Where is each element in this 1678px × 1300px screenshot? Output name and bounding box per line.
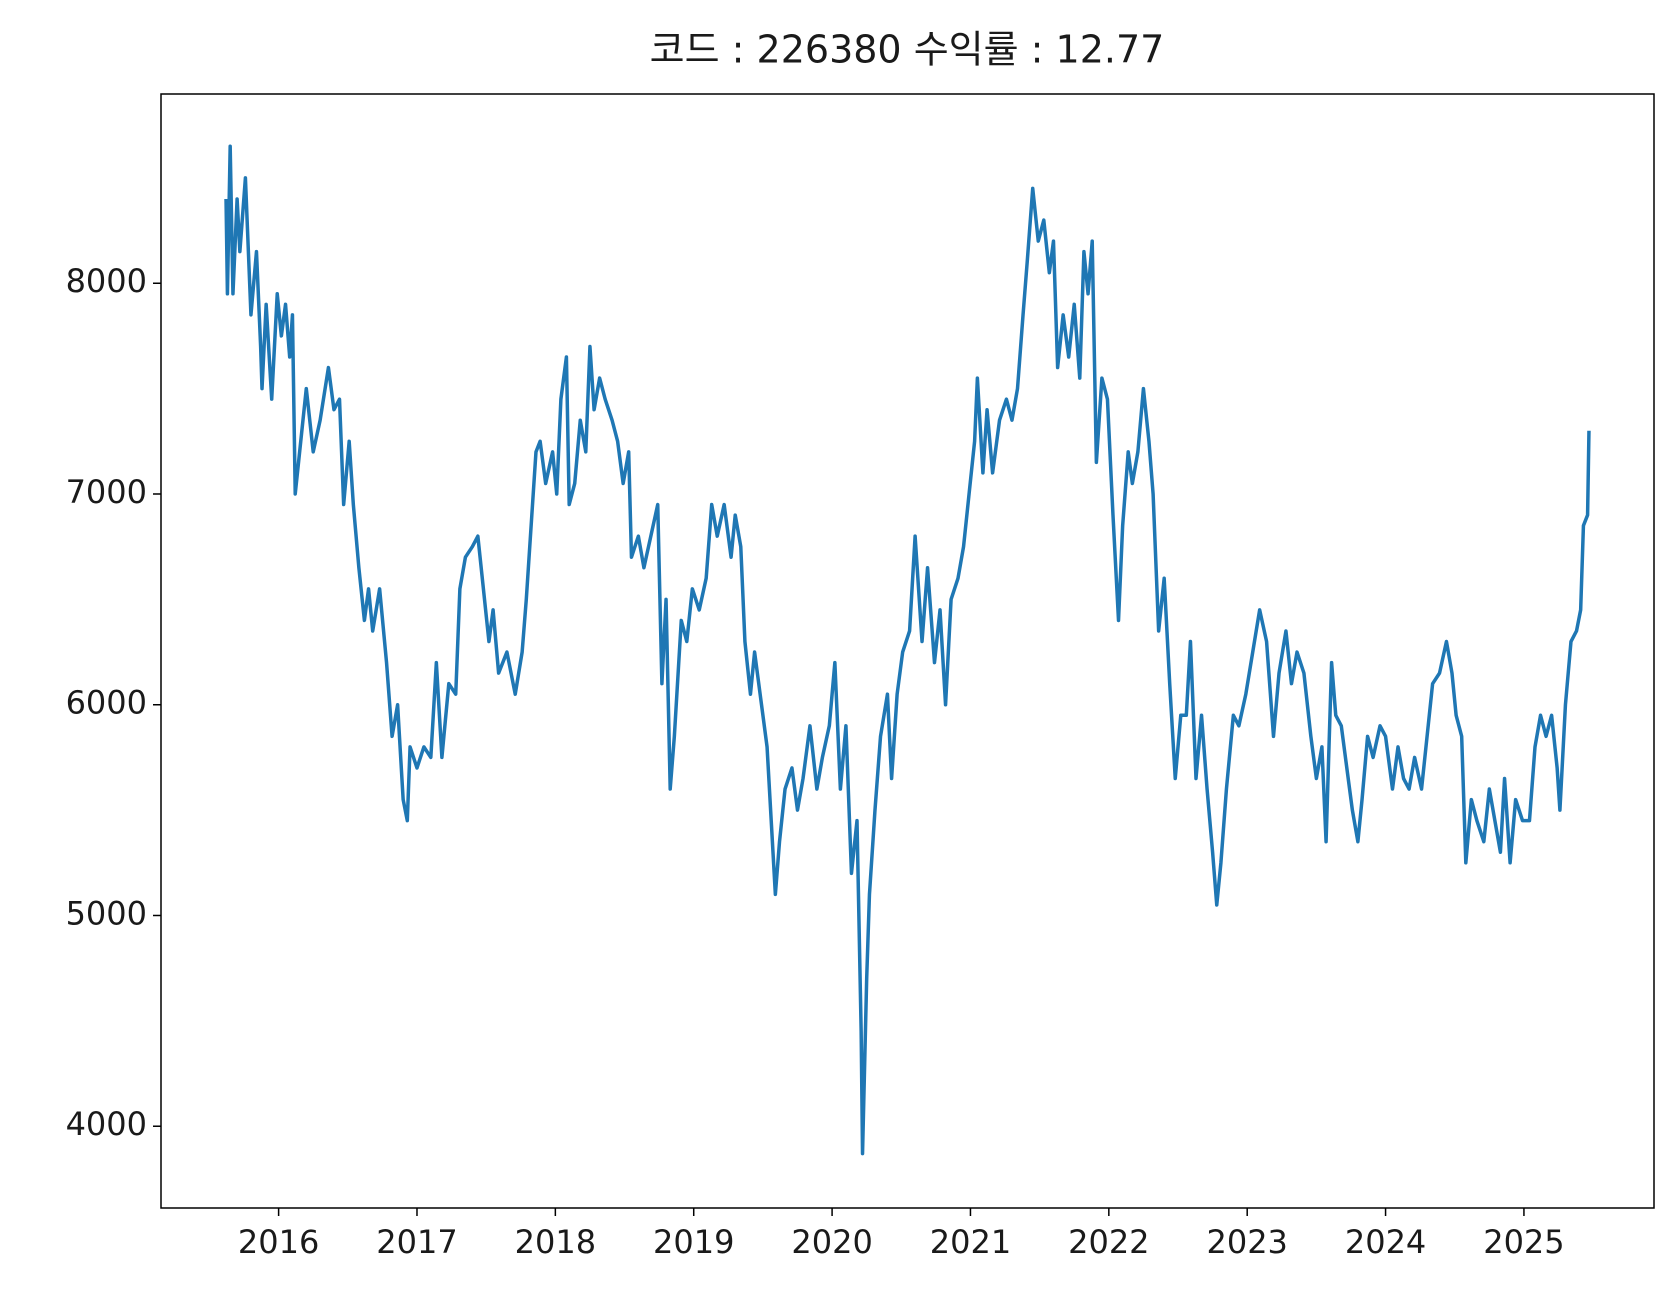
x-tick-label: 2017 (376, 1223, 457, 1261)
x-tick-label: 2020 (791, 1223, 872, 1261)
x-tick-label: 2024 (1345, 1223, 1426, 1261)
x-tick-label: 2025 (1483, 1223, 1564, 1261)
plot-frame (160, 93, 1655, 1209)
y-tick-label: 5000 (66, 894, 147, 932)
y-tick-label: 4000 (66, 1105, 147, 1143)
chart-title: 코드 : 226380 수익률 : 12.77 (650, 28, 1165, 72)
x-tick-label: 2016 (238, 1223, 319, 1261)
x-tick-label: 2021 (930, 1223, 1011, 1261)
price-line (224, 144, 1591, 1156)
x-tick-label: 2022 (1068, 1223, 1149, 1261)
y-tick-label: 7000 (66, 473, 147, 511)
x-tick-label: 2019 (653, 1223, 734, 1261)
x-tick-label: 2018 (515, 1223, 596, 1261)
x-tick-label: 2023 (1206, 1223, 1287, 1261)
y-tick-label: 6000 (66, 684, 147, 722)
y-tick-label: 8000 (66, 262, 147, 300)
